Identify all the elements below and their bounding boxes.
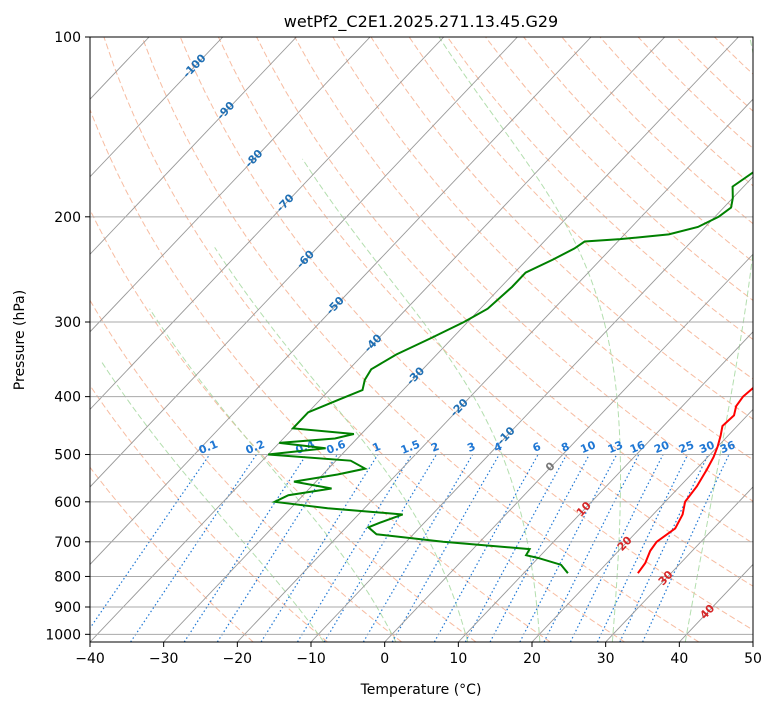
x-tick-label: −40 (75, 651, 105, 667)
x-tick-label: 20 (523, 651, 541, 667)
dry-adiabat-line (141, 37, 700, 642)
mixing-ratio-line (130, 454, 257, 642)
mixing-ratio-line (433, 454, 539, 642)
mixing-ratio-line (489, 454, 590, 642)
mixing-ratio-label: 1 (371, 440, 383, 455)
y-axis-label: Pressure (hPa) (12, 290, 28, 390)
dry-adiabat-line (90, 384, 328, 642)
y-tick-label: 400 (54, 390, 81, 406)
dry-adiabat-line (714, 37, 753, 75)
isotherm-line (163, 37, 739, 642)
isotherm-line (90, 37, 371, 333)
mixing-ratio-line (216, 454, 338, 642)
x-tick-label: 0 (380, 651, 389, 667)
mixing-ratio-label: 2 (429, 440, 441, 455)
mixing-ratio-line (90, 454, 211, 630)
dewpoint-line (268, 171, 753, 574)
isotherm-line (90, 37, 518, 488)
y-tick-label: 200 (54, 210, 81, 226)
isotherm-line (458, 331, 753, 642)
mixing-ratio-label: 16 (628, 438, 647, 456)
isotherm-line (679, 563, 753, 642)
y-tick-label: 800 (54, 569, 81, 585)
dry-adiabat-line (90, 299, 403, 642)
chart-title: wetPf2_C2E1.2025.271.13.45.G29 (284, 12, 558, 32)
x-tick-label: −30 (149, 651, 179, 667)
isotherm-line (90, 37, 224, 178)
moist-adiabat-line (302, 158, 541, 642)
mixing-ratio-label: 25 (677, 438, 696, 456)
mixing-ratio-label: 30 (697, 438, 716, 456)
dry-adiabat-line (90, 108, 551, 642)
dry-adiabat-line (179, 37, 753, 631)
mixing-ratio-label: 3 (465, 440, 477, 455)
isotherm-line (90, 37, 592, 566)
isotherm-line (90, 37, 297, 255)
mixing-ratio-label: 36 (718, 438, 737, 456)
dry-adiabat-line (256, 37, 753, 544)
mixing-ratio-label: 8 (559, 440, 571, 455)
mixing-ratio-line (391, 454, 500, 642)
mixing-ratio-label: 6 (531, 440, 543, 455)
mixing-ratio-line (569, 454, 664, 642)
isotherm-line (90, 37, 666, 642)
dry-adiabat-line (332, 37, 753, 461)
background-lines (90, 37, 753, 642)
x-tick-label: 40 (670, 651, 688, 667)
x-tick-label: 10 (449, 651, 467, 667)
mixing-ratio-label: 13 (606, 438, 625, 456)
isotherm-line (310, 176, 753, 642)
x-tick-label: 30 (597, 651, 615, 667)
isotherm-line (531, 408, 753, 642)
y-tick-label: 900 (54, 600, 81, 616)
mixing-ratio-line (323, 454, 437, 642)
x-tick-label: −20 (223, 651, 253, 667)
moist-adiabat-line (684, 37, 753, 642)
dry-adiabat-line (752, 37, 753, 39)
dry-adiabat-line (561, 37, 753, 225)
temperature-line (637, 386, 753, 574)
y-tick-label: 1000 (45, 627, 81, 643)
y-tick-label: 600 (54, 495, 81, 511)
dry-adiabat-line (90, 466, 254, 642)
x-axis-label: Temperature (°C) (360, 682, 482, 698)
moist-adiabat-line (214, 247, 469, 642)
y-tick-label: 300 (54, 315, 81, 331)
dry-adiabat-line (408, 37, 753, 380)
moist-adiabat-line (438, 37, 622, 642)
mixing-ratio-line (296, 454, 413, 642)
isotherm-line (90, 37, 445, 411)
y-tick-label: 100 (54, 30, 81, 46)
mixing-ratio-line (642, 454, 730, 642)
dry-adiabat-line (294, 37, 753, 502)
x-tick-label: −10 (296, 651, 326, 667)
isotherm-line (384, 253, 753, 642)
plot-frame (89, 36, 754, 643)
dry-adiabat-line (370, 37, 753, 420)
dry-adiabat-line (637, 37, 753, 149)
sounding-profiles (268, 171, 753, 574)
dry-adiabat-line (217, 37, 753, 587)
dry-adiabat-line (485, 37, 753, 302)
isotherm-line (237, 98, 753, 642)
isotherm-line (752, 641, 753, 642)
axes: −40 −30 −20 −10 0 10 20 30 40 50 100 200 300 400 500 60… (45, 30, 762, 667)
moist-adiabat-line (101, 361, 325, 642)
y-tick-label: 500 (54, 448, 81, 464)
mixing-ratio-label: 10 (579, 438, 598, 456)
isotherm-line (605, 486, 753, 642)
dry-adiabat-line (103, 37, 625, 642)
mixing-ratio-line (183, 454, 307, 642)
dry-adiabat-line (90, 208, 477, 642)
mixing-ratio-line (596, 454, 689, 642)
x-tick-label: 50 (744, 651, 762, 667)
mixing-ratio-line (464, 454, 568, 642)
mixing-ratio-line (519, 454, 618, 642)
moist-adiabat-line (149, 308, 397, 642)
mixing-ratio-label: 20 (652, 438, 671, 456)
y-tick-label: 700 (54, 535, 81, 551)
